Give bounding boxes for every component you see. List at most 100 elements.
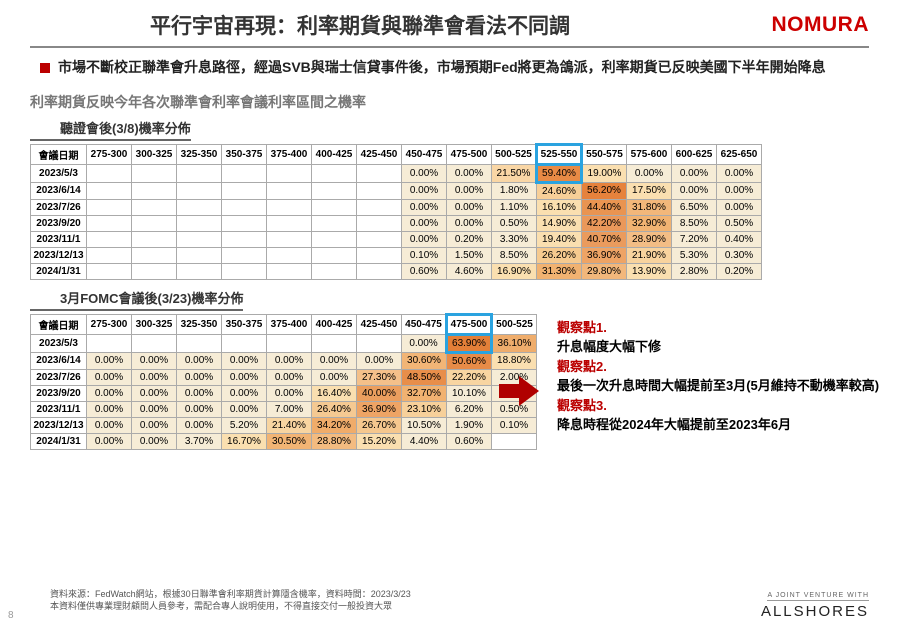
cell: 0.00%	[177, 385, 222, 401]
cell	[267, 164, 312, 182]
cell	[357, 247, 402, 263]
cell: 0.00%	[447, 215, 492, 231]
col-header: 450-475	[402, 144, 447, 164]
row-date: 2024/1/31	[31, 433, 87, 449]
col-header: 375-400	[267, 144, 312, 164]
cell: 0.00%	[447, 164, 492, 182]
cell	[132, 182, 177, 199]
row-date: 2023/6/14	[31, 182, 87, 199]
col-header: 275-300	[87, 314, 132, 334]
cell: 0.10%	[402, 247, 447, 263]
cell: 0.30%	[717, 247, 762, 263]
cell: 0.00%	[87, 433, 132, 449]
cell	[222, 263, 267, 279]
obs2-title: 觀察點2.	[557, 357, 879, 377]
cell: 14.90%	[537, 215, 582, 231]
cell: 0.00%	[447, 182, 492, 199]
col-header: 625-650	[717, 144, 762, 164]
cell: 8.50%	[672, 215, 717, 231]
cell: 48.50%	[402, 369, 447, 385]
cell: 16.90%	[492, 263, 537, 279]
obs3-title: 觀察點3.	[557, 396, 879, 416]
observations: 觀察點1. 升息幅度大幅下修 觀察點2. 最後一次升息時間大幅提前至3月(5月維…	[537, 288, 879, 458]
bullet-icon	[40, 63, 50, 73]
row-date: 2023/9/20	[31, 385, 87, 401]
cell	[177, 215, 222, 231]
col-header: 375-400	[267, 314, 312, 334]
row-date: 2023/7/26	[31, 369, 87, 385]
cell: 30.50%	[267, 433, 312, 449]
cell: 0.00%	[132, 401, 177, 417]
cell	[177, 182, 222, 199]
col-date: 會議日期	[31, 314, 87, 334]
page-title: 平行宇宙再現：利率期貨與聯準會看法不同調	[150, 10, 570, 40]
cell: 0.00%	[177, 369, 222, 385]
cell	[132, 247, 177, 263]
cell: 1.50%	[447, 247, 492, 263]
cell	[267, 215, 312, 231]
cell: 0.60%	[402, 263, 447, 279]
cell: 0.00%	[132, 417, 177, 433]
cell: 24.60%	[537, 182, 582, 199]
cell: 19.00%	[582, 164, 627, 182]
row-date: 2023/5/3	[31, 334, 87, 352]
cell: 21.40%	[267, 417, 312, 433]
col-header: 500-525	[492, 144, 537, 164]
obs3-text: 降息時程從2024年大幅提前至2023年6月	[557, 415, 879, 435]
col-date: 會議日期	[31, 144, 87, 164]
col-header: 550-575	[582, 144, 627, 164]
cell: 56.20%	[582, 182, 627, 199]
col-header: 350-375	[222, 314, 267, 334]
cell: 5.20%	[222, 417, 267, 433]
cell	[87, 182, 132, 199]
cell	[222, 247, 267, 263]
cell	[357, 199, 402, 215]
cell: 0.20%	[717, 263, 762, 279]
col-header: 425-450	[357, 314, 402, 334]
cell	[267, 199, 312, 215]
cell	[222, 199, 267, 215]
cell: 0.00%	[402, 164, 447, 182]
cell: 27.30%	[357, 369, 402, 385]
cell: 10.10%	[447, 385, 492, 401]
cell	[267, 247, 312, 263]
cell: 6.50%	[672, 199, 717, 215]
cell	[177, 263, 222, 279]
cell: 0.00%	[672, 164, 717, 182]
cell	[312, 215, 357, 231]
cell	[132, 334, 177, 352]
cell: 16.70%	[222, 433, 267, 449]
cell	[312, 334, 357, 352]
cell: 0.00%	[312, 369, 357, 385]
cell: 50.60%	[447, 352, 492, 369]
cell: 21.50%	[492, 164, 537, 182]
cell	[357, 182, 402, 199]
cell: 0.60%	[447, 433, 492, 449]
cell: 36.90%	[357, 401, 402, 417]
cell: 0.00%	[87, 352, 132, 369]
cell	[312, 182, 357, 199]
cell	[267, 263, 312, 279]
cell	[312, 231, 357, 247]
cell: 0.00%	[87, 369, 132, 385]
row-date: 2024/1/31	[31, 263, 87, 279]
cell: 15.20%	[357, 433, 402, 449]
cell: 10.50%	[402, 417, 447, 433]
page-number: 8	[8, 610, 14, 621]
cell: 31.30%	[537, 263, 582, 279]
cell: 0.00%	[312, 352, 357, 369]
cell	[132, 199, 177, 215]
cell: 0.00%	[717, 164, 762, 182]
cell: 0.00%	[222, 401, 267, 417]
section-subhead: 利率期貨反映今年各次聯準會利率會議利率區間之機率	[0, 88, 899, 118]
cell: 4.40%	[402, 433, 447, 449]
cell	[177, 199, 222, 215]
cell: 42.20%	[582, 215, 627, 231]
cell	[177, 247, 222, 263]
table2-label: 3月FOMC會議後(3/23)機率分佈	[30, 288, 243, 311]
nomura-logo: NOMURA	[772, 13, 870, 37]
title-rule	[30, 46, 869, 48]
cell: 28.80%	[312, 433, 357, 449]
cell: 26.20%	[537, 247, 582, 263]
row-date: 2023/9/20	[31, 215, 87, 231]
